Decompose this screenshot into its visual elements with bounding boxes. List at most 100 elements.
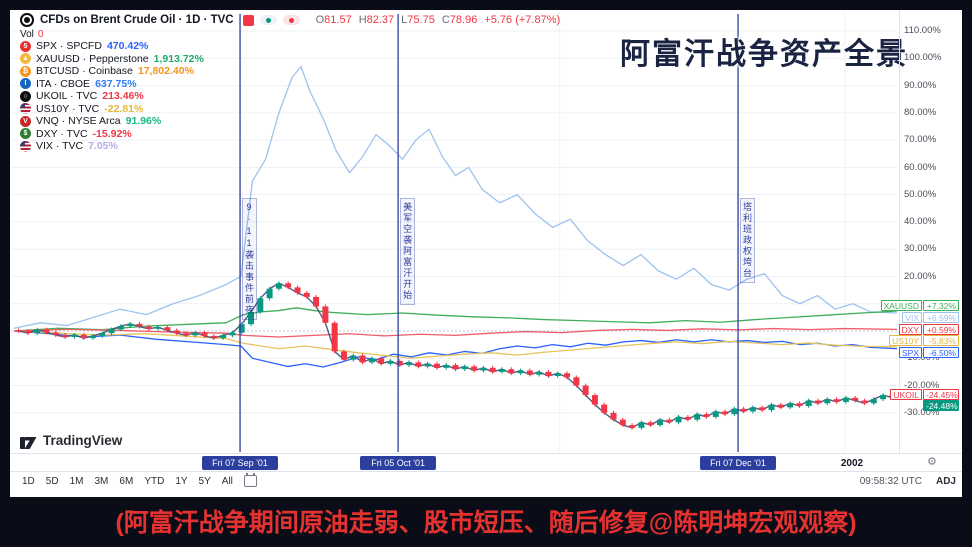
y-axis-label: 20.00% <box>904 271 937 282</box>
symbol-header: CFDs on Brent Crude Oil · 1D · TVC O81.5… <box>20 13 560 27</box>
y-axis-label: 80.00% <box>904 107 937 118</box>
legend-row-dxy[interactable]: $ DXY · TVC -15.92% <box>20 128 132 140</box>
y-axis-label: 50.00% <box>904 189 937 200</box>
price-tag-xauusd: XAUUSD +7.32% <box>880 300 959 311</box>
toolbar-right: 09:58:32 UTC ADJ <box>860 476 956 487</box>
low-value: L75.75 <box>401 14 435 26</box>
legend-row-xauusd[interactable]: ▲ XAUUSD · Pepperstone 1,913.72% <box>20 53 204 65</box>
legend-row-vnq[interactable]: V VNQ · NYSE Arca 91.96% <box>20 115 161 127</box>
price-tag-spx: SPX -6.50% <box>898 346 959 358</box>
range-6m[interactable]: 6M <box>119 475 134 487</box>
y-axis-label: 30.00% <box>904 243 937 254</box>
event-date-tag: Fri 07 Dec '01 <box>700 456 777 470</box>
x-axis-year-label: 2002 <box>840 458 864 469</box>
range-5d[interactable]: 5D <box>45 475 59 487</box>
volume-label: Vol <box>20 29 34 40</box>
ita-icon: I <box>20 78 31 89</box>
legend-symbol-value: -15.92% <box>92 127 132 140</box>
price-tag-last-close: -24.48% <box>923 399 959 411</box>
ukoil-icon: ○ <box>20 90 31 102</box>
legend-symbol-value: 91.96% <box>125 115 162 127</box>
y-axis-label: -30.00% <box>904 407 940 418</box>
event-date-tag: Fri 05 Oct '01 <box>360 456 437 470</box>
range-toolbar: 1D 5D 1M 3M 6M YTD 1Y 5Y All <box>22 473 257 487</box>
legend-row-us10y[interactable]: US10Y · TVC -22.81% <box>20 103 143 115</box>
range-1d[interactable]: 1D <box>22 475 35 487</box>
sell-marker-icon[interactable] <box>282 15 300 25</box>
xauusd-icon: ▲ <box>20 53 31 64</box>
price-axis-divider <box>899 10 900 453</box>
us-flag-icon <box>20 140 31 152</box>
time-axis-divider <box>10 453 962 454</box>
legend-symbol-name: US10Y · TVC <box>36 102 100 115</box>
legend-symbol-name: BTCUSD · Coinbase <box>36 65 133 77</box>
legend-symbol-value: 213.46% <box>102 90 144 102</box>
range-1y[interactable]: 1Y <box>175 475 188 487</box>
legend-symbol-name: UKOIL · TVC <box>36 90 98 102</box>
legend-symbol-name: SPX · SPCFD <box>36 40 102 52</box>
legend-row-ita[interactable]: I ITA · CBOE 637.75% <box>20 78 137 90</box>
high-value: H82.37 <box>358 14 395 26</box>
event-note-911: 9·11袭击事件前夜 <box>242 198 258 320</box>
volume-legend[interactable]: Vol 0 <box>20 29 43 40</box>
legend-row-spx[interactable]: 5 SPX · SPCFD 470.42% <box>20 40 148 52</box>
y-axis-label: 40.00% <box>904 216 937 227</box>
price-tag-us10y: US10Y -5.83% <box>889 335 959 346</box>
y-axis-label: 90.00% <box>904 80 937 91</box>
range-1m[interactable]: 1M <box>69 475 84 487</box>
event-date-tag: Fri 07 Sep '01 <box>202 456 279 470</box>
y-axis-label: 60.00% <box>904 162 937 173</box>
y-axis-label: 70.00% <box>904 134 937 145</box>
chart-white-frame <box>10 10 962 497</box>
legend-symbol-value: -22.81% <box>104 102 144 115</box>
volume-value: 0 <box>37 29 44 40</box>
legend-symbol-name: VIX · TVC <box>36 140 84 152</box>
legend-symbol-name: VNQ · NYSE Arca <box>36 115 121 127</box>
tradingview-logo-text: TradingView <box>43 433 123 448</box>
spx-icon: 5 <box>20 40 31 52</box>
legend-symbol-name: ITA · CBOE <box>36 77 91 90</box>
legend-symbol-value: 7.05% <box>88 140 118 152</box>
sell-button-icon[interactable] <box>242 14 254 26</box>
y-axis-label: 100.00% <box>904 52 942 63</box>
legend-symbol-value: 17,802.40% <box>137 65 194 77</box>
event-note-airstrikes: 美军空袭阿富汗开始 <box>400 198 416 305</box>
tradingview-watermark[interactable]: TradingView <box>20 432 122 449</box>
dxy-icon: $ <box>20 128 31 139</box>
brent-symbol-icon <box>20 13 34 27</box>
tradingview-logo-icon <box>20 437 37 449</box>
change-value: +5.76 (+7.87%) <box>484 14 561 26</box>
vnq-icon: V <box>20 115 31 127</box>
legend-row-btcusd[interactable]: ₿ BTCUSD · Coinbase 17,802.40% <box>20 65 194 77</box>
symbol-title[interactable]: CFDs on Brent Crude Oil · 1D · TVC <box>40 14 234 26</box>
price-tag-vix: VIX +6.59% <box>902 311 959 323</box>
legend-row-vix[interactable]: VIX · TVC 7.05% <box>20 140 118 152</box>
open-value: O81.57 <box>315 14 352 26</box>
range-5y[interactable]: 5Y <box>198 475 211 487</box>
page-title: 阿富汗战争资产全景 <box>620 38 908 71</box>
legend-symbol-name: DXY · TVC <box>36 127 88 140</box>
timezone-clock[interactable]: 09:58:32 UTC <box>859 476 922 487</box>
adj-toggle[interactable]: ADJ <box>935 476 956 487</box>
price-tag-dxy: DXY +0.59% <box>898 323 959 335</box>
legend-row-ukoil[interactable]: ○ UKOIL · TVC 213.46% <box>20 90 144 102</box>
y-axis-label: -10.00% <box>904 352 940 363</box>
close-value: C78.96 <box>441 14 478 26</box>
range-ytd[interactable]: YTD <box>144 475 165 487</box>
price-tag-ukoil: UKOIL -24.45% <box>890 388 959 400</box>
calendar-icon[interactable] <box>243 473 257 487</box>
buy-marker-icon[interactable] <box>259 15 277 25</box>
us-flag-icon <box>20 103 31 114</box>
legend-symbol-name: XAUUSD · Pepperstone <box>36 52 149 65</box>
legend-symbol-value: 1,913.72% <box>153 52 204 65</box>
range-3m[interactable]: 3M <box>94 475 109 487</box>
event-note-taliban-fall: 塔利班政权垮台 <box>740 198 756 283</box>
y-axis-label: 110.00% <box>904 25 941 36</box>
legend-symbol-value: 470.42% <box>106 40 149 52</box>
gear-icon[interactable]: ⚙ <box>927 456 937 468</box>
range-all[interactable]: All <box>221 475 233 487</box>
y-axis-label: -20.00% <box>904 380 940 391</box>
btcusd-icon: ₿ <box>20 65 31 77</box>
